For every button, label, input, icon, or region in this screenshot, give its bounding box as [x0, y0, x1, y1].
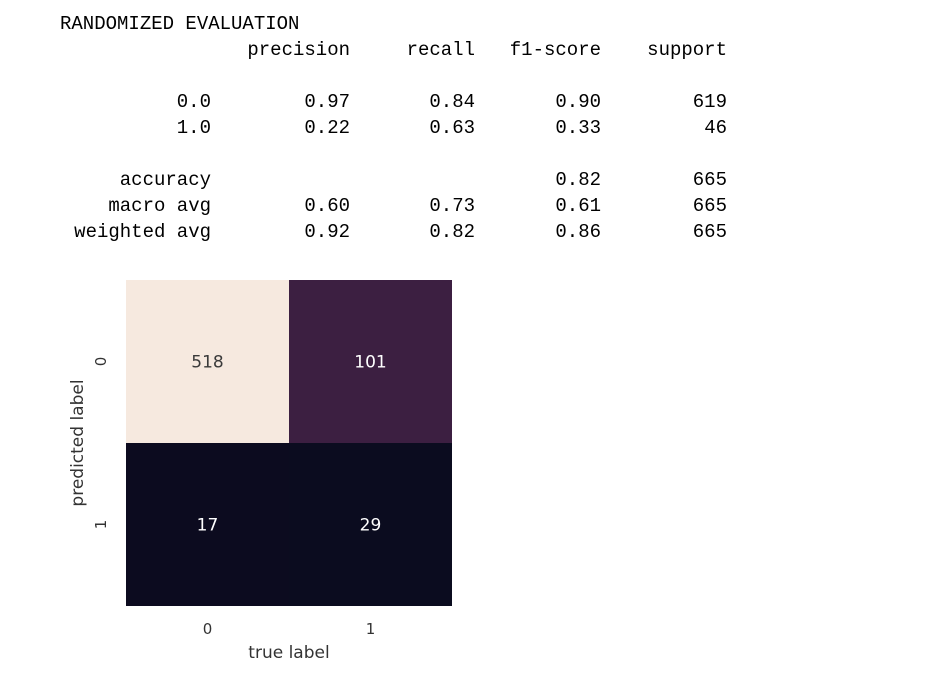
cell-value-label: 101: [354, 353, 386, 373]
cell-value-label: 29: [360, 516, 382, 536]
row-label: macro avg: [108, 195, 211, 217]
header-precision: precision: [247, 39, 350, 61]
cell-value-label: 17: [197, 516, 219, 536]
cell-recall: 0.63: [429, 117, 475, 139]
cell-support: 665: [692, 221, 727, 243]
cell-precision: 0.97: [304, 91, 350, 113]
x-tick-label: 1: [366, 620, 376, 638]
x-tick-label: 0: [203, 620, 213, 638]
cell-support: 665: [692, 195, 727, 217]
heatmap-cell: [289, 280, 452, 443]
cell-f1-score: 0.90: [555, 91, 601, 113]
cell-support: 619: [692, 91, 727, 113]
cell-recall: 0.82: [429, 221, 475, 243]
cell-value-label: 518: [191, 353, 223, 373]
heatmap-cell: [126, 280, 289, 443]
y-tick-label: 1: [92, 520, 110, 530]
row-label: 1.0: [176, 117, 211, 139]
cell-recall: 0.84: [429, 91, 475, 113]
classification-report: RANDOMIZED EVALUATION precision recall f…: [0, 0, 930, 260]
header-recall: recall: [406, 39, 475, 61]
heatmap-cell: [289, 443, 452, 606]
y-tick-label: 0: [92, 357, 110, 367]
row-label: weighted avg: [74, 221, 211, 243]
cell-precision: 0.92: [304, 221, 350, 243]
cell-support: 665: [692, 169, 727, 191]
cell-recall: 0.73: [429, 195, 475, 217]
cell-precision: 0.60: [304, 195, 350, 217]
cell-f1-score: 0.33: [555, 117, 601, 139]
header-support: support: [647, 39, 727, 61]
header-f1-score: f1-score: [509, 39, 601, 61]
row-label: 0.0: [176, 91, 211, 113]
cell-f1-score: 0.61: [555, 195, 601, 217]
cell-f1-score: 0.82: [555, 169, 601, 191]
cell-f1-score: 0.86: [555, 221, 601, 243]
cell-precision: 0.22: [304, 117, 350, 139]
heatmap-cell: [126, 443, 289, 606]
cell-support: 46: [704, 117, 727, 139]
report-title: RANDOMIZED EVALUATION: [60, 13, 300, 35]
y-axis-label: predicted label: [68, 379, 88, 506]
x-axis-label: true label: [248, 643, 329, 663]
row-label: accuracy: [119, 169, 211, 191]
